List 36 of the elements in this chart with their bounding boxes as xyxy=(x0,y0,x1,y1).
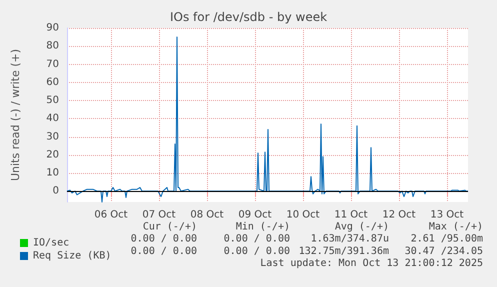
y-tick-label: 70 xyxy=(46,58,59,70)
y-tick-label: 10 xyxy=(46,168,59,178)
y-axis-title: Units read (-) / write (+) xyxy=(9,48,22,182)
text: 2.61 /95.00m xyxy=(410,234,483,245)
x-tick-label: 06 Oct xyxy=(94,210,128,220)
text: Min (-/+) xyxy=(236,222,290,232)
text: 1.63m/374.87u xyxy=(310,234,389,245)
text: 0.00 / 0.00 xyxy=(224,234,290,245)
chart-title: IOs for /dev/sdb - by week xyxy=(170,10,328,24)
text: Avg (-/+) xyxy=(334,222,389,232)
text: Last update: Mon Oct 13 21:00:12 2025 xyxy=(260,258,483,270)
y-tick-label: 60 xyxy=(46,76,59,88)
y-tick-label: 30 xyxy=(46,131,59,142)
text: Cur (-/+) xyxy=(142,222,197,232)
legend-label: Req Size (KB) xyxy=(33,250,112,262)
legend-label: IO/sec xyxy=(33,238,70,248)
x-tick-label: 10 Oct xyxy=(286,210,320,220)
x-tick-label: 13 Oct xyxy=(430,210,464,220)
x-tick-label: 09 Oct xyxy=(238,210,272,220)
text: 132.75m/391.36m xyxy=(298,246,389,257)
text: 30.47 /234.05 xyxy=(404,246,483,257)
x-tick-label: 07 Oct xyxy=(142,210,176,220)
line-series xyxy=(66,36,468,202)
text: Max (-/+) xyxy=(428,222,483,232)
y-tick-label: 20 xyxy=(46,149,59,160)
y-tick-label: 90 xyxy=(46,22,59,34)
y-tick-label: 80 xyxy=(46,40,59,52)
x-tick-label: 12 Oct xyxy=(382,210,416,220)
text: 0.00 / 0.00 xyxy=(224,246,290,257)
x-tick-label: 11 Oct xyxy=(334,210,368,220)
text: 0.00 / 0.00 xyxy=(130,246,197,257)
text: 0.00 / 0.00 xyxy=(130,234,197,245)
y-tick-label: 0 xyxy=(52,186,59,197)
y-tick-label: 40 xyxy=(46,113,59,124)
x-tick-label: 08 Oct xyxy=(190,210,224,220)
y-tick-label: 50 xyxy=(46,95,59,106)
